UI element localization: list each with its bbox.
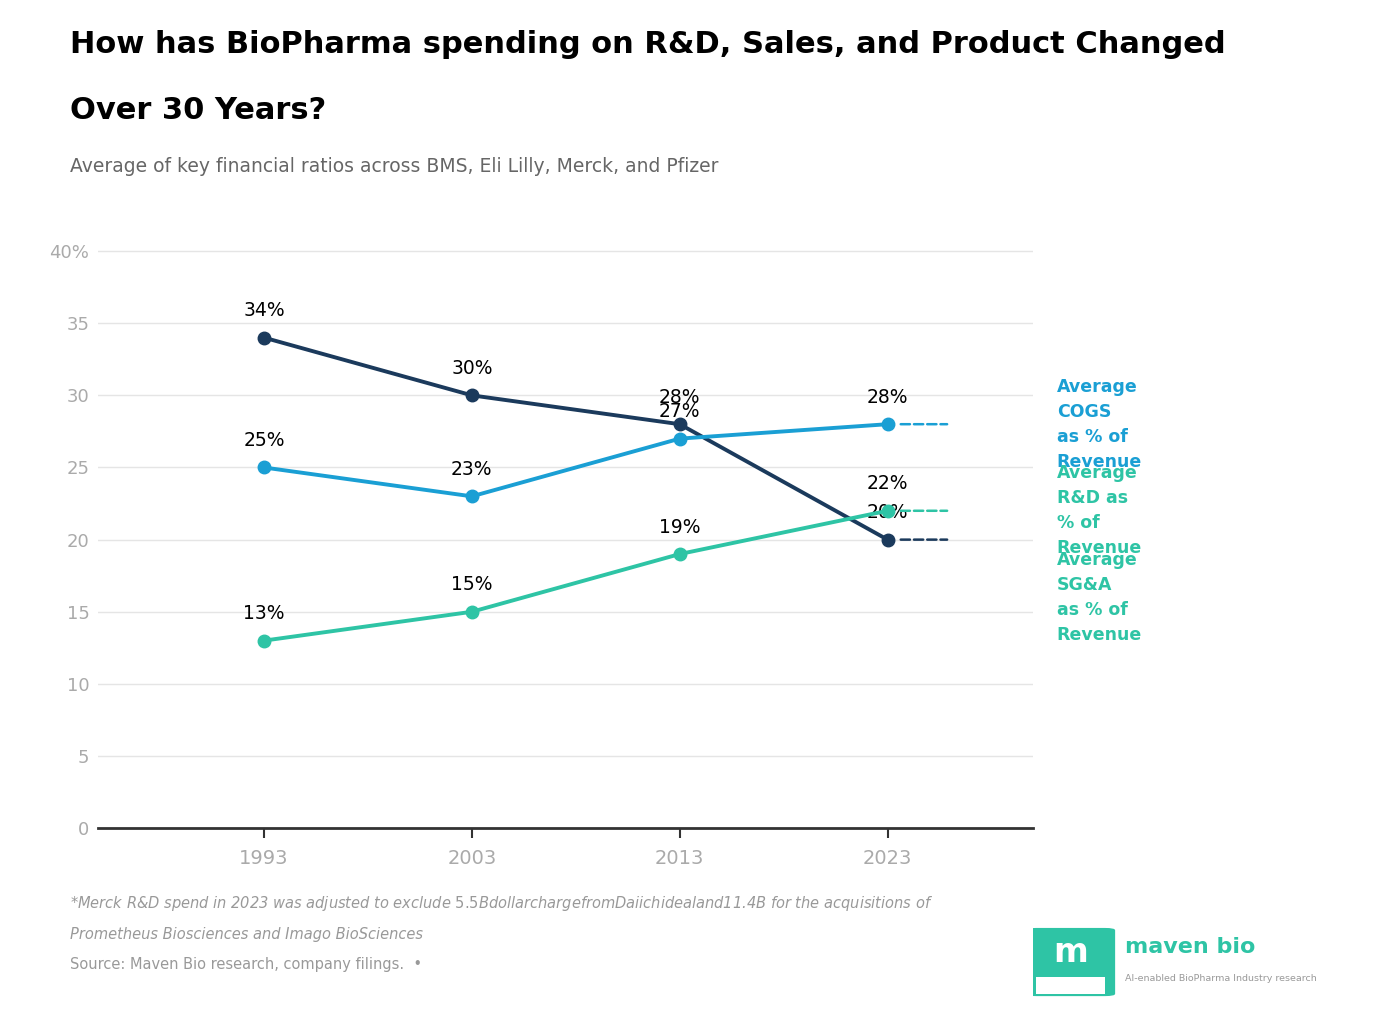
Text: Average
R&D as
% of
Revenue: Average R&D as % of Revenue (1057, 465, 1142, 558)
Text: 28%: 28% (867, 388, 909, 407)
Text: Average of key financial ratios across BMS, Eli Lilly, Merck, and Pfizer: Average of key financial ratios across B… (70, 157, 719, 176)
FancyBboxPatch shape (1026, 928, 1115, 996)
Text: How has BioPharma spending on R&D, Sales, and Product Changed: How has BioPharma spending on R&D, Sales… (70, 30, 1226, 60)
Text: 30%: 30% (451, 359, 493, 378)
Bar (1036, 978, 1104, 994)
Text: 23%: 23% (451, 460, 493, 479)
Text: maven bio: maven bio (1125, 937, 1256, 956)
Text: Average
SG&A
as % of
Revenue: Average SG&A as % of Revenue (1057, 550, 1142, 643)
Text: Over 30 Years?: Over 30 Years? (70, 96, 327, 125)
Text: 20%: 20% (867, 503, 909, 522)
Text: *Merck R&D spend in 2023 was adjusted to exclude $5.5B dollar charge from Daiich: *Merck R&D spend in 2023 was adjusted to… (70, 894, 933, 913)
Text: Average
COGS
as % of
Revenue: Average COGS as % of Revenue (1057, 378, 1142, 471)
Text: 19%: 19% (659, 518, 701, 536)
Text: 13%: 13% (243, 604, 285, 623)
Text: 34%: 34% (243, 301, 285, 320)
Text: 15%: 15% (451, 576, 493, 595)
Text: m: m (1054, 936, 1087, 970)
Text: 27%: 27% (659, 402, 701, 421)
Text: Prometheus Biosciences and Imago BioSciences: Prometheus Biosciences and Imago BioScie… (70, 927, 423, 942)
Text: AI-enabled BioPharma Industry research: AI-enabled BioPharma Industry research (1125, 975, 1318, 983)
Text: Source: Maven Bio research, company filings.  •: Source: Maven Bio research, company fili… (70, 957, 422, 973)
Text: 28%: 28% (659, 388, 701, 407)
Text: 22%: 22% (867, 475, 909, 494)
Text: 25%: 25% (243, 431, 285, 450)
